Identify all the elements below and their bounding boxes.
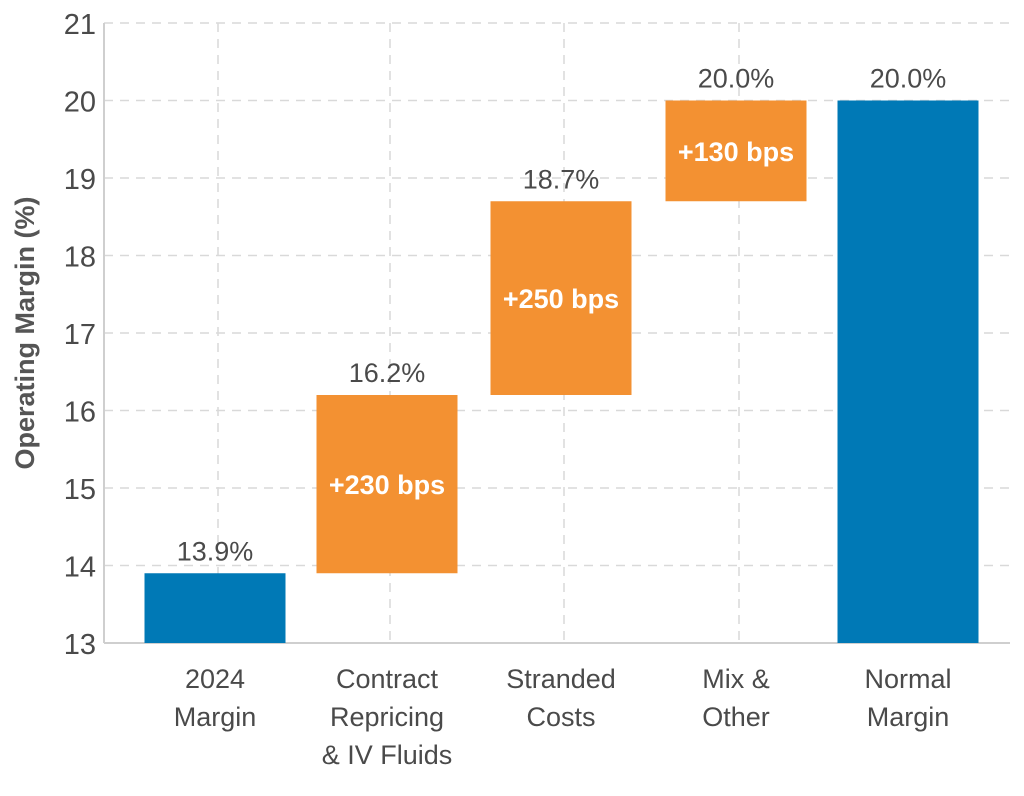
x-tick-label: & IV Fluids: [322, 740, 453, 770]
y-axis-label: Operating Margin (%): [10, 196, 40, 469]
y-tick-label: 17: [64, 319, 96, 351]
bar-total: [837, 100, 979, 643]
y-tick-label: 14: [64, 552, 96, 584]
x-tick-label: Mix &: [702, 664, 770, 694]
x-tick-label: Costs: [526, 702, 595, 732]
y-tick-label: 20: [64, 87, 96, 119]
bar-change-label: +130 bps: [678, 137, 794, 167]
x-tick-label: Stranded: [506, 664, 616, 694]
x-tick-label: Normal: [864, 664, 951, 694]
bar-change-label: +230 bps: [329, 470, 445, 500]
bar-total: [144, 573, 286, 643]
x-tick-label: Margin: [174, 702, 257, 732]
bars: 13.9% 16.2% +230 bps 18.7% +250 bps 20.0% +130…: [144, 64, 979, 643]
bar-increase: [316, 395, 458, 574]
bar-value-label: 13.9%: [177, 536, 254, 566]
bar-value-label: 18.7%: [523, 164, 600, 194]
y-tick-label: 21: [64, 9, 96, 41]
x-tick-label: Margin: [867, 702, 950, 732]
x-tick-label: Repricing: [330, 702, 444, 732]
bar-increase: [665, 100, 807, 202]
y-tick-label: 13: [64, 629, 96, 661]
y-tick-label: 15: [64, 474, 96, 506]
x-tick-labels: 2024 Margin Contract Repricing & IV Fluids St…: [174, 664, 952, 770]
x-tick-label: Contract: [336, 664, 439, 694]
y-tick-label: 18: [64, 242, 96, 274]
bar-increase: [490, 201, 632, 395]
bar-value-label: 20.0%: [698, 64, 775, 94]
y-tick-label: 16: [64, 397, 96, 429]
x-tick-label: 2024: [185, 664, 245, 694]
y-tick-label: 19: [64, 164, 96, 196]
bar-value-label: 20.0%: [870, 64, 947, 94]
y-tick-labels: 13 14 15 16 17 18 19 20 21: [64, 9, 96, 661]
x-tick-label: Other: [702, 702, 770, 732]
bar-value-label: 16.2%: [349, 358, 426, 388]
bar-change-label: +250 bps: [503, 284, 619, 314]
